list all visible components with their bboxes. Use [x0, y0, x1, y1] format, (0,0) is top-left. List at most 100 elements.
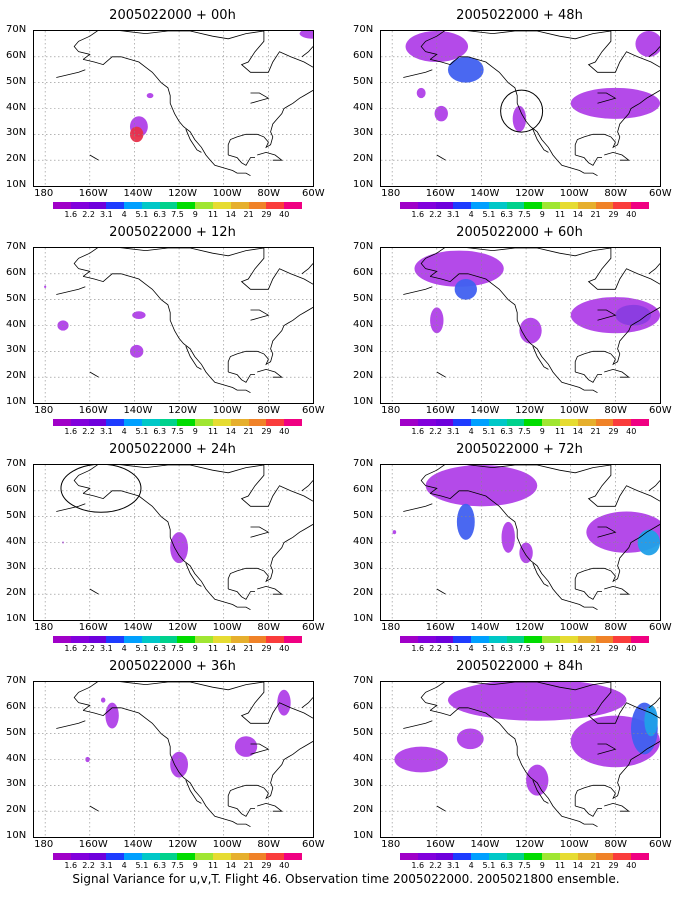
variance-region — [105, 702, 119, 729]
colorbar-swatch — [53, 202, 71, 209]
coastline-icon — [257, 368, 283, 378]
colorbar-swatch — [400, 202, 418, 209]
variance-region — [170, 532, 189, 564]
variance-region — [519, 542, 533, 564]
colorbar-label: 21 — [243, 861, 254, 870]
colorbar-label: 9 — [192, 427, 198, 436]
coastline-icon — [403, 503, 433, 512]
lon-tick-label: 120W — [515, 839, 545, 850]
variance-region — [146, 93, 154, 99]
colorbar-label: 29 — [261, 861, 272, 870]
colorbar-swatch — [53, 419, 71, 426]
colorbar-swatch — [141, 853, 160, 860]
coastline-icon — [185, 346, 202, 370]
colorbar-label: 7.5 — [518, 427, 531, 436]
coastline-icon — [301, 46, 313, 58]
colorbar-swatch — [88, 419, 107, 426]
lat-tick-label: 20N — [6, 587, 27, 599]
colorbar-label: 1.6 — [64, 861, 78, 870]
colorbar-label: 5.1 — [135, 644, 149, 653]
lat-tick-label: 30N — [6, 344, 27, 356]
lat-tick-label: 20N — [353, 804, 374, 816]
colorbar-swatch — [631, 419, 649, 426]
colorbar-labels: 1.6 2.2 3.1 4 5.1 6.3 7.5 9 11 14 21 29 40 — [53, 644, 302, 653]
coastline-icon — [597, 526, 617, 538]
colorbar-label: 14 — [225, 644, 236, 653]
colorbar-swatch — [613, 419, 632, 426]
colorbar-label: 1.6 — [64, 427, 78, 436]
colorbar-label: 2.2 — [429, 210, 442, 219]
coastline-icon — [228, 371, 255, 383]
coastline-icon — [575, 805, 602, 817]
lat-tick-label: 50N — [353, 726, 374, 738]
colorbar-swatch — [141, 636, 160, 643]
lat-tick-label: 40N — [353, 535, 374, 547]
colorbar-label: 4 — [468, 644, 474, 653]
coastline-icon — [301, 480, 313, 492]
colorbar-swatch — [284, 636, 302, 643]
panel-title: 2005022000 + 24h — [109, 442, 236, 457]
colorbar-swatch — [88, 853, 107, 860]
lat-tick-label: 30N — [6, 127, 27, 139]
coastline-icon — [532, 129, 549, 153]
colorbar-label: 2.2 — [429, 644, 442, 653]
coastline-icon — [436, 588, 446, 595]
colorbar-swatch — [177, 419, 196, 426]
colorbar-swatch — [213, 419, 231, 426]
coastline-icon — [430, 490, 598, 611]
variance-region — [170, 751, 189, 778]
coastline-icon — [532, 563, 549, 587]
colorbar-label: 3.1 — [99, 210, 113, 219]
variance-region — [635, 31, 660, 57]
colorbar-swatch — [542, 853, 561, 860]
colorbar-swatch — [488, 853, 507, 860]
colorbar-swatch — [631, 636, 649, 643]
variance-region — [416, 87, 426, 99]
map-panel — [380, 681, 661, 838]
colorbar-swatch — [53, 853, 71, 860]
variance-region — [434, 105, 448, 122]
lon-tick-label: 180 — [381, 188, 401, 199]
colorbar-swatch — [506, 853, 525, 860]
lon-tick-label: 100W — [559, 622, 589, 633]
coastline-icon — [574, 524, 660, 589]
coastline-icon — [257, 585, 283, 595]
colorbar-swatch — [266, 202, 285, 209]
colorbar-label: 5.1 — [135, 427, 149, 436]
colorbar-swatch — [213, 202, 231, 209]
colorbar-swatch — [613, 853, 632, 860]
lon-tick-label: 120W — [168, 622, 198, 633]
colorbar-labels: 1.6 2.2 3.1 4 5.1 6.3 7.5 9 11 14 21 29 40 — [53, 427, 302, 436]
lat-tick-label: 70N — [6, 24, 27, 35]
coastline-icon — [532, 346, 549, 370]
colorbar-swatch — [88, 636, 107, 643]
colorbar-label: 40 — [279, 861, 290, 870]
colorbar-swatch — [124, 419, 142, 426]
map-panel — [380, 247, 661, 404]
lon-tick-label: 180 — [381, 405, 401, 416]
coastline-icon — [575, 588, 602, 600]
coastline-icon — [227, 90, 313, 155]
panel-title: 2005022000 + 12h — [109, 225, 236, 240]
colorbar-swatch — [435, 202, 454, 209]
colorbar-label: 9 — [539, 210, 545, 219]
coastline-icon — [436, 371, 446, 378]
colorbar-label: 14 — [225, 210, 236, 219]
colorbar-label: 7.5 — [518, 861, 531, 870]
lon-tick-label: 80W — [604, 188, 627, 199]
colorbar-label: 1.6 — [411, 644, 425, 653]
lon-tick-label: 160W — [78, 188, 108, 199]
colorbar-label: 9 — [539, 861, 545, 870]
colorbar-label: 14 — [572, 210, 583, 219]
map-canvas — [381, 248, 660, 403]
colorbar — [400, 636, 649, 643]
colorbar-labels: 1.6 2.2 3.1 4 5.1 6.3 7.5 9 11 14 21 29 40 — [400, 644, 649, 653]
colorbar-label: 1.6 — [411, 861, 425, 870]
coastline-icon — [574, 307, 660, 372]
coastline-icon — [597, 92, 617, 104]
lon-tick-label: 180 — [34, 839, 54, 850]
lat-tick-label: 40N — [6, 318, 27, 330]
lat-tick-label: 30N — [353, 561, 374, 573]
lat-tick-label: 70N — [353, 675, 374, 686]
colorbar-swatch — [159, 202, 178, 209]
